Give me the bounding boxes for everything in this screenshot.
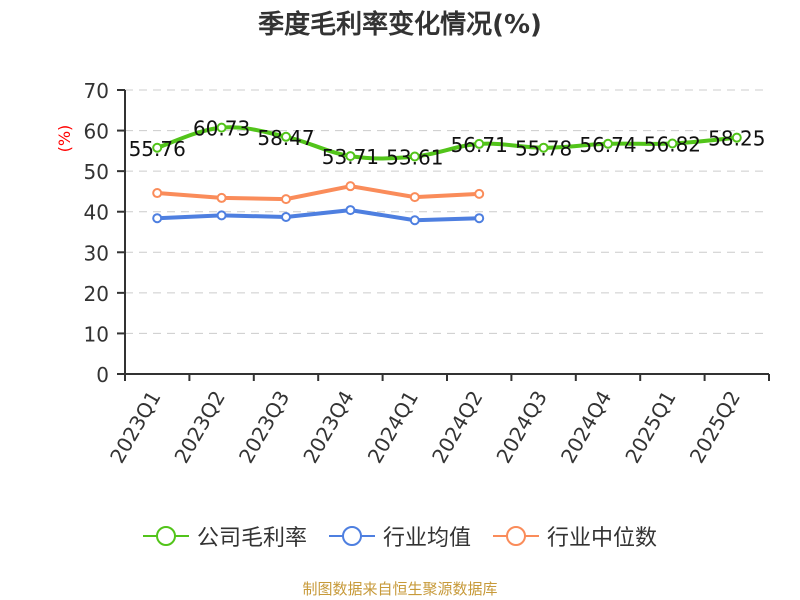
data-point[interactable] <box>603 138 613 149</box>
data-point[interactable] <box>474 188 485 199</box>
data-point[interactable] <box>667 138 678 149</box>
x-tick-label: 2025Q1 <box>620 387 680 468</box>
x-tick-label: 2024Q4 <box>556 387 616 468</box>
x-tick-label: 2024Q1 <box>363 387 423 468</box>
series-industry-median <box>152 181 485 205</box>
data-point[interactable] <box>281 211 291 222</box>
y-tick-label: 70 <box>84 79 109 103</box>
data-point[interactable] <box>538 142 549 153</box>
data-point[interactable] <box>345 151 356 162</box>
data-point[interactable] <box>216 210 227 221</box>
legend-item-industry-avg[interactable]: 行业均值 <box>328 520 471 552</box>
data-label: 56.71 <box>451 133 508 157</box>
data-point[interactable] <box>345 205 356 216</box>
data-point[interactable] <box>216 122 227 133</box>
x-tick-label: 2023Q3 <box>234 387 294 468</box>
data-label: 58.47 <box>257 126 314 150</box>
x-tick-label: 2023Q4 <box>298 387 358 468</box>
data-label: 58.25 <box>708 127 765 151</box>
y-tick-label: 30 <box>84 241 109 265</box>
series-company <box>152 122 742 162</box>
legend-label: 行业均值 <box>382 526 471 551</box>
legend-item-industry-median[interactable]: 行业中位数 <box>493 520 657 552</box>
x-tick-label: 2024Q2 <box>427 387 487 468</box>
data-label: 60.73 <box>193 117 250 141</box>
data-point[interactable] <box>216 192 227 203</box>
legend-line-circle-icon <box>493 526 539 546</box>
data-point[interactable] <box>409 215 420 226</box>
data-point[interactable] <box>152 142 163 153</box>
legend-label: 公司毛利率 <box>196 526 307 551</box>
legend-item-company[interactable]: 公司毛利率 <box>142 520 307 552</box>
series-line <box>156 125 737 161</box>
x-tick-label: 2025Q2 <box>685 387 745 468</box>
y-tick-label: 50 <box>84 160 109 184</box>
y-tick-label: 0 <box>96 363 109 387</box>
data-label: 56.82 <box>644 132 701 156</box>
y-tick-label: 40 <box>84 201 109 225</box>
data-point[interactable] <box>474 138 485 149</box>
y-tick-label: 10 <box>84 322 109 346</box>
x-tick-label: 2024Q3 <box>491 387 551 468</box>
legend-label: 行业中位数 <box>547 526 658 551</box>
data-label: 55.76 <box>129 137 186 161</box>
x-tick-label: 2023Q2 <box>169 387 229 468</box>
data-label: 53.61 <box>386 145 443 169</box>
y-tick-label: 20 <box>84 282 109 306</box>
chart-legend: 公司毛利率 行业均值 行业中位数 <box>0 520 800 552</box>
y-axis-unit-label: (%) <box>55 125 74 153</box>
series-line <box>157 208 480 223</box>
data-point[interactable] <box>731 132 742 143</box>
data-label: 56.74 <box>579 133 636 157</box>
y-tick-label: 60 <box>84 120 109 144</box>
series-line <box>157 184 480 202</box>
data-point[interactable] <box>281 131 291 142</box>
data-label: 55.78 <box>515 137 572 161</box>
data-point[interactable] <box>409 151 420 162</box>
series-industry-avg <box>152 205 485 226</box>
legend-line-circle-icon <box>328 526 375 546</box>
chart-title: 季度毛利率变化情况(%) <box>258 10 542 40</box>
data-label: 53.71 <box>322 145 379 169</box>
data-point[interactable] <box>409 192 420 203</box>
data-point[interactable] <box>474 213 485 224</box>
data-point[interactable] <box>152 213 163 224</box>
legend-line-circle-icon <box>142 526 189 546</box>
data-point[interactable] <box>152 188 163 199</box>
x-tick-label: 2023Q1 <box>105 387 165 468</box>
data-point[interactable] <box>345 181 356 192</box>
data-point[interactable] <box>281 194 291 205</box>
source-footer: 制图数据来自恒生聚源数据库 <box>302 580 498 598</box>
